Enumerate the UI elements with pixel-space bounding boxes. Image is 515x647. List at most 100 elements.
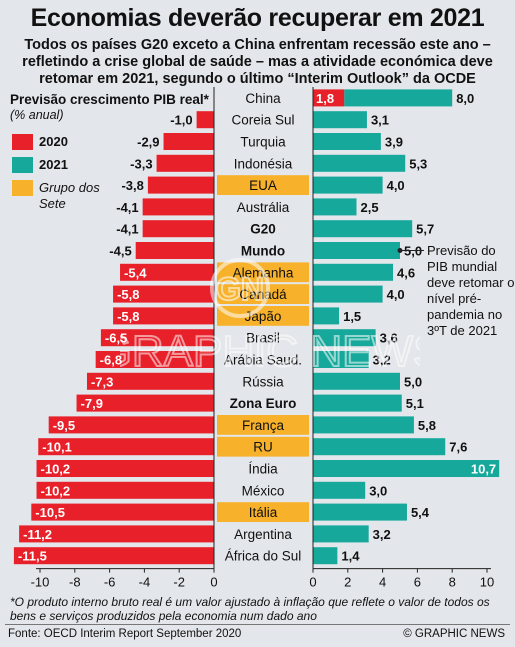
value-label-2020: -10,2 [41, 462, 71, 477]
value-label-2020: -7,9 [81, 396, 103, 411]
bar-2020 [142, 198, 214, 216]
category-label: África do Sul [225, 549, 302, 564]
bar-2021 [313, 242, 400, 259]
bar-2020 [36, 460, 214, 477]
category-label: Argentina [234, 527, 292, 542]
value-label-2021: 7,6 [449, 440, 467, 455]
x-tick-label-2020: -10 [31, 575, 50, 590]
value-label-2021: 4,0 [387, 178, 405, 193]
bar-2020 [31, 503, 214, 521]
bar-2021 [313, 111, 367, 129]
legend-label-2021: 2021 [39, 157, 68, 172]
category-label: França [242, 418, 285, 433]
value-label-2021: 3,2 [373, 527, 391, 542]
x-tick-label-2021: 4 [379, 575, 386, 590]
bar-2020 [313, 89, 345, 107]
annotation-dot [397, 248, 403, 253]
value-label-2021: 5,8 [418, 418, 436, 433]
value-label-2021: 3,6 [380, 331, 398, 346]
value-label-2020: -11,2 [23, 527, 52, 542]
bar-2020 [142, 220, 214, 238]
category-label: RU [253, 440, 273, 455]
x-tick-label-2020: 0 [210, 575, 217, 590]
category-label: Coreia Sul [231, 113, 294, 128]
g7-highlight-band [217, 415, 309, 435]
category-label: Canadá [239, 287, 287, 302]
bar-2020 [100, 329, 214, 347]
bar-2020 [86, 372, 214, 390]
bar-2021 [313, 525, 369, 543]
value-label-2020: -1,0 [170, 113, 192, 128]
world-gdp-annotation: Previsão do PIB mundial deve retomar o n… [427, 243, 515, 338]
category-label: Rússia [242, 374, 284, 389]
bar-2020 [95, 351, 214, 368]
bar-2021 [313, 351, 369, 368]
value-label-2021: 1,4 [341, 549, 360, 564]
bar-2021 [313, 503, 407, 521]
value-label-2021: 10,7 [471, 462, 496, 477]
bar-2021 [313, 307, 340, 325]
value-label-2020: -10,1 [42, 440, 72, 455]
value-label-2021: 3,1 [371, 113, 389, 128]
x-tick-label-2020: -8 [69, 575, 81, 590]
x-tick-label-2021: 2 [344, 575, 351, 590]
value-label-2020: -6,8 [100, 353, 122, 368]
bar-2021 [344, 89, 453, 107]
bar-2021 [313, 176, 383, 194]
value-label-2021: 1,5 [343, 309, 361, 324]
category-label: Indonésia [234, 156, 293, 171]
bar-2021 [313, 220, 413, 238]
value-label-2020: -5,8 [117, 309, 139, 324]
bar-2020 [36, 481, 214, 499]
value-label-2020: -3,3 [130, 156, 152, 171]
category-label: Mundo [241, 244, 285, 259]
legend-label-2020: 2020 [39, 134, 68, 149]
legend-swatch-2021 [12, 157, 33, 173]
bar-2021 [313, 285, 383, 303]
bar-2020 [135, 242, 214, 259]
value-label-2021: 5,0 [404, 374, 422, 389]
legend-item-g7: Grupo dos Sete [12, 180, 119, 212]
divider [5, 624, 510, 625]
bar-2021 [313, 133, 381, 150]
value-label-2021: 3,0 [369, 483, 387, 498]
value-label-2020: -4,1 [116, 200, 138, 215]
value-label-2020: -2,9 [137, 135, 159, 150]
category-label: Turquia [240, 135, 286, 150]
bar-2020 [48, 416, 215, 434]
value-label-2020: -10,5 [35, 505, 65, 520]
bar-2020 [147, 176, 214, 194]
g7-highlight-band [217, 502, 309, 522]
credit-text: © GRAPHIC NEWS [403, 628, 505, 640]
chart-subtitle: Todos os países G20 exceto a China enfre… [22, 37, 493, 87]
bar-2020 [163, 133, 214, 150]
bar-2020 [38, 438, 215, 456]
x-tick-label-2021: 10 [480, 575, 494, 590]
chart-title: Economias deverão recuperar em 2021 [30, 4, 485, 32]
x-tick-label-2021: 0 [309, 575, 316, 590]
value-label-2020: -7,3 [91, 374, 113, 389]
value-label-2020: -3,8 [121, 178, 143, 193]
value-label-2021: 8,0 [456, 91, 474, 106]
bar-2021 [313, 460, 500, 477]
category-label: Itália [249, 505, 278, 520]
footnote: *O produto interno bruto real é um valor… [10, 595, 490, 623]
value-label-2021: 3,9 [385, 135, 403, 150]
legend-item-2020: 2020 [12, 134, 68, 150]
bar-2021 [313, 416, 414, 434]
value-label-2020: -10,2 [41, 483, 71, 498]
bar-2020 [19, 525, 215, 543]
value-label-2021: 4,6 [397, 265, 415, 280]
bar-2021 [313, 263, 394, 281]
bar-2020 [113, 307, 214, 325]
bar-2021 [313, 154, 406, 172]
value-label-2020: -4,1 [116, 222, 138, 237]
value-label-2020: -11,5 [18, 549, 47, 564]
g7-highlight-band [217, 175, 309, 195]
bar-2021 [313, 481, 366, 499]
bar-2021 [313, 547, 338, 565]
bar-2021 [313, 394, 402, 412]
bar-2021 [313, 438, 446, 456]
value-label-2021: 2,5 [361, 200, 379, 215]
category-label: China [245, 91, 281, 106]
